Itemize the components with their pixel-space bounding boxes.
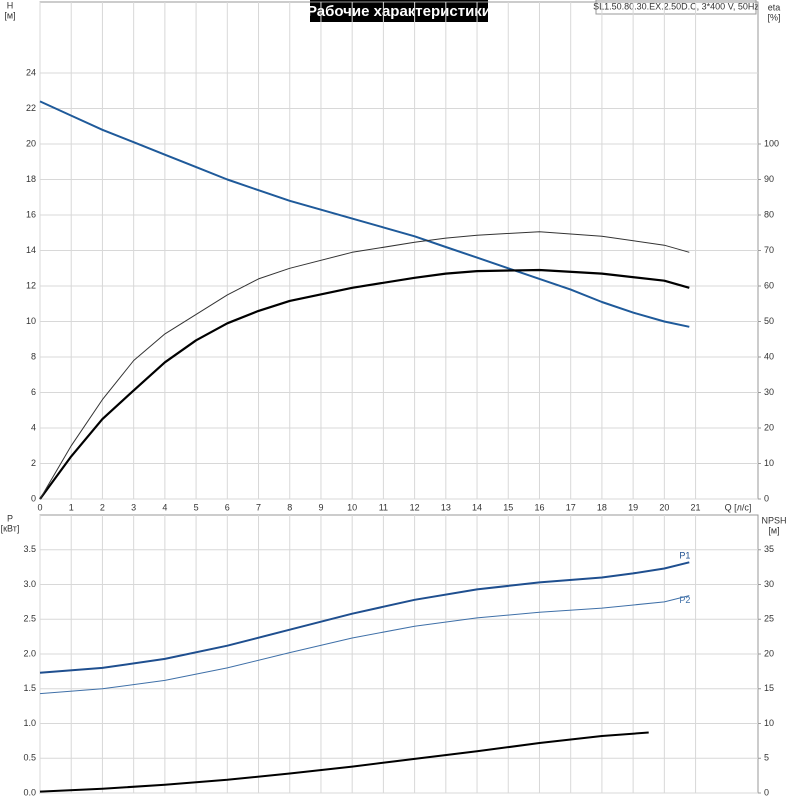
- y2-tick-label: 15: [764, 683, 774, 693]
- y2-tick-label: 60: [764, 280, 774, 290]
- y-axis-label: [кВт]: [1, 523, 20, 533]
- y-tick-label: 20: [26, 138, 36, 148]
- y2-tick-label: 100: [764, 138, 779, 148]
- x-tick-label: 16: [534, 502, 544, 512]
- x-tick-label: 13: [441, 502, 451, 512]
- x-tick-label: 4: [162, 502, 167, 512]
- model-box: [595, 0, 757, 15]
- x-tick-label: 6: [225, 502, 230, 512]
- y-tick-label: 2.5: [23, 614, 36, 624]
- x-tick-label: 3: [131, 502, 136, 512]
- x-tick-label: 18: [597, 502, 607, 512]
- y2-tick-label: 80: [764, 209, 774, 219]
- x-tick-label: 20: [659, 502, 669, 512]
- chart-title: Рабочие характеристики: [307, 3, 491, 20]
- x-tick-label: 11: [379, 502, 388, 512]
- y2-tick-label: 0: [764, 493, 769, 503]
- series-label: P1: [679, 551, 690, 561]
- series-label: P2: [679, 595, 690, 605]
- y-tick-label: 18: [26, 174, 36, 184]
- y-tick-label: 6: [31, 387, 36, 397]
- y-tick-label: 22: [26, 103, 36, 113]
- x-tick-label: 21: [691, 502, 701, 512]
- y-axis-label: P: [7, 513, 13, 523]
- x-tick-label: 12: [410, 502, 420, 512]
- x-tick-label: 15: [503, 502, 513, 512]
- y2-tick-label: 20: [764, 648, 774, 658]
- series-line: [39, 100, 690, 328]
- y2-tick-label: 40: [764, 351, 774, 361]
- y2-tick-label: 25: [764, 614, 774, 624]
- y-tick-label: 2: [31, 458, 36, 468]
- x-tick-label: 7: [256, 502, 261, 512]
- x-tick-label: 2: [100, 502, 105, 512]
- y-tick-label: 0: [31, 493, 36, 503]
- series-line: [39, 231, 690, 500]
- y2-axis-label: eta: [768, 2, 781, 12]
- y2-axis-label: NPSH: [761, 515, 786, 525]
- y2-tick-label: 0: [764, 787, 769, 797]
- y2-tick-label: 5: [764, 753, 769, 763]
- x-tick-label: 14: [472, 502, 482, 512]
- y2-tick-label: 20: [764, 422, 774, 432]
- x-tick-label: 5: [194, 502, 199, 512]
- y2-tick-label: 50: [764, 316, 774, 326]
- y-tick-label: 0.5: [23, 753, 36, 763]
- y-tick-label: 24: [26, 67, 36, 77]
- y2-tick-label: 30: [764, 579, 774, 589]
- y2-axis-label: [%]: [767, 12, 780, 22]
- x-tick-label: 19: [628, 502, 638, 512]
- y2-tick-label: 30: [764, 387, 774, 397]
- y-tick-label: 2.0: [23, 648, 36, 658]
- y-tick-label: 10: [26, 316, 36, 326]
- y-tick-label: 14: [26, 245, 36, 255]
- y-tick-label: 0.0: [23, 787, 36, 797]
- x-tick-label: 1: [69, 502, 74, 512]
- y-tick-label: 3.0: [23, 579, 36, 589]
- series-line: [39, 731, 649, 793]
- y2-axis-label: [м]: [768, 525, 779, 535]
- y-tick-label: 8: [31, 351, 36, 361]
- y2-tick-label: 90: [764, 174, 774, 184]
- y-tick-label: 1.5: [23, 683, 36, 693]
- x-tick-label: 8: [287, 502, 292, 512]
- y-tick-label: 3.5: [23, 544, 36, 554]
- series-line: [39, 561, 690, 674]
- y-tick-label: 12: [26, 280, 36, 290]
- y-axis-label: [м]: [4, 10, 15, 20]
- model-label: SL1.50.80.30.EX.2.50D.C, 3*400 V, 50Hz: [593, 1, 759, 11]
- title-box: [310, 0, 488, 22]
- x-tick-label: 10: [347, 502, 357, 512]
- y-tick-label: 16: [26, 209, 36, 219]
- y-axis-label: H: [7, 0, 14, 10]
- y2-tick-label: 35: [764, 544, 774, 554]
- y2-tick-label: 10: [764, 458, 774, 468]
- y-tick-label: 1.0: [23, 718, 36, 728]
- x-tick-label: 9: [318, 502, 323, 512]
- y-tick-label: 4: [31, 422, 36, 432]
- y2-tick-label: 10: [764, 718, 774, 728]
- x-tick-label: 17: [566, 502, 576, 512]
- series-line: [39, 595, 690, 695]
- x-tick-label: 0: [37, 502, 42, 512]
- x-axis-label: Q [л/с]: [725, 502, 752, 512]
- series-line: [39, 268, 690, 500]
- y2-tick-label: 70: [764, 245, 774, 255]
